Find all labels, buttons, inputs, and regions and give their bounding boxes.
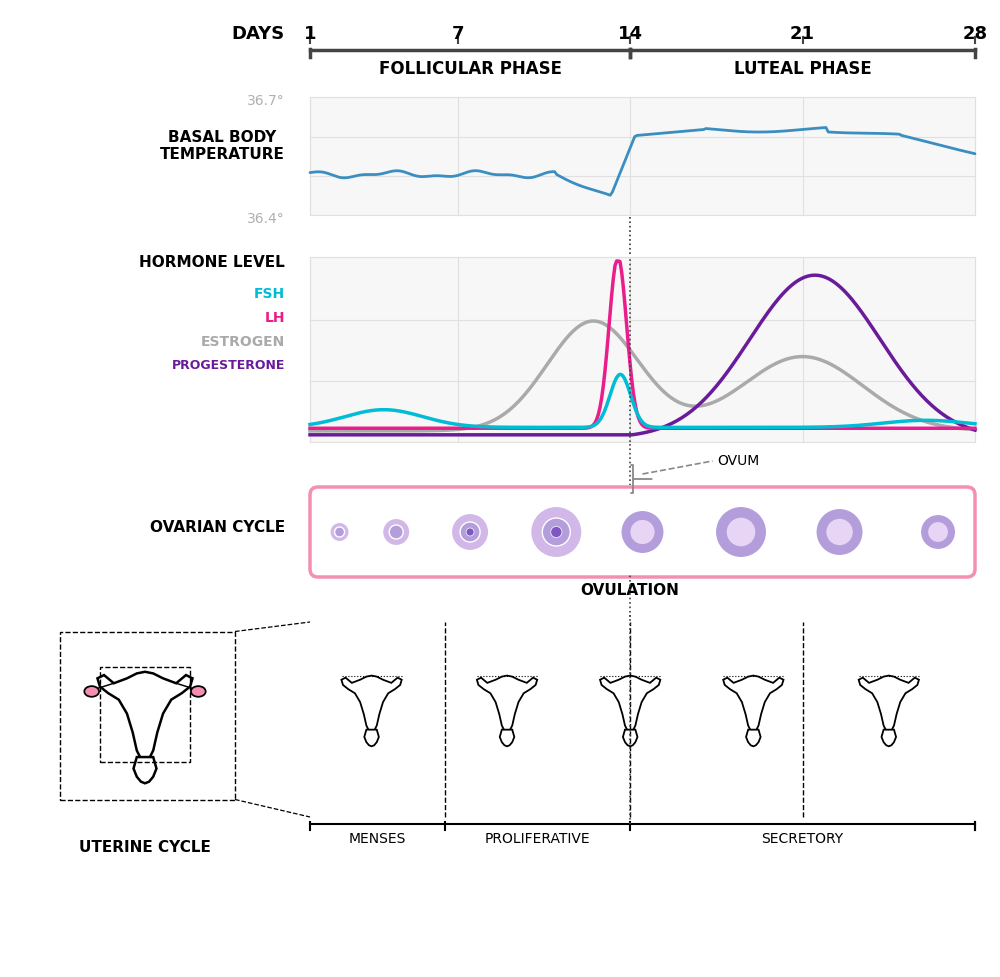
Circle shape [620,510,664,554]
Circle shape [928,522,948,542]
Circle shape [451,513,489,551]
Polygon shape [623,730,637,746]
Polygon shape [882,730,896,746]
Text: OVUM: OVUM [718,454,760,468]
Text: DAYS: DAYS [232,25,285,43]
Bar [310,97,975,215]
Polygon shape [859,675,919,732]
Text: UTERINE CYCLE: UTERINE CYCLE [79,840,211,855]
Text: OVULATION: OVULATION [581,583,680,598]
Text: 21: 21 [790,25,815,43]
Polygon shape [502,680,512,725]
Circle shape [330,522,350,542]
Polygon shape [367,730,376,743]
Polygon shape [723,675,783,732]
Polygon shape [134,757,156,784]
Circle shape [335,527,345,537]
FancyBboxPatch shape [310,487,975,577]
Polygon shape [600,675,660,732]
Text: OVARIAN CYCLE: OVARIAN CYCLE [150,520,285,534]
Text: MENSES: MENSES [349,832,406,846]
Text: SECRETORY: SECRETORY [762,832,844,846]
Bar [310,257,975,442]
Ellipse shape [191,686,206,697]
Text: LUTEAL PHASE: LUTEAL PHASE [734,60,871,78]
Polygon shape [364,679,379,728]
Polygon shape [500,730,514,746]
Ellipse shape [84,686,99,697]
Circle shape [630,520,655,544]
Bar [60,631,235,799]
Polygon shape [879,678,898,728]
Polygon shape [477,675,537,732]
Polygon shape [341,675,402,732]
Circle shape [460,522,480,542]
Circle shape [715,506,767,558]
Circle shape [382,518,410,546]
Circle shape [542,518,570,546]
Circle shape [920,514,956,550]
Circle shape [816,508,864,556]
Text: 36.4°: 36.4° [247,212,285,226]
Polygon shape [364,730,379,746]
Circle shape [551,527,562,537]
Text: 28: 28 [962,25,988,43]
Circle shape [389,525,403,539]
Text: ESTROGEN: ESTROGEN [201,335,285,349]
Text: 1: 1 [304,25,316,43]
Text: BASAL BODY
TEMPERATURE: BASAL BODY TEMPERATURE [160,130,285,162]
Text: FSH: FSH [254,287,285,301]
Polygon shape [622,678,639,728]
Circle shape [826,519,853,545]
Text: LH: LH [264,311,285,325]
Bar [100,666,190,761]
Text: 36.7°: 36.7° [247,94,285,108]
Circle shape [727,518,755,546]
Text: PROGESTERONE: PROGESTERONE [172,359,285,372]
Circle shape [530,506,582,558]
Circle shape [466,528,474,536]
Text: 14: 14 [618,25,643,43]
Polygon shape [97,672,193,760]
Text: PROLIFERATIVE: PROLIFERATIVE [485,832,591,846]
Text: HORMONE LEVEL: HORMONE LEVEL [139,255,285,270]
Text: FOLLICULAR PHASE: FOLLICULAR PHASE [379,60,562,78]
Text: 7: 7 [452,25,464,43]
Polygon shape [746,730,761,746]
Polygon shape [744,678,763,728]
